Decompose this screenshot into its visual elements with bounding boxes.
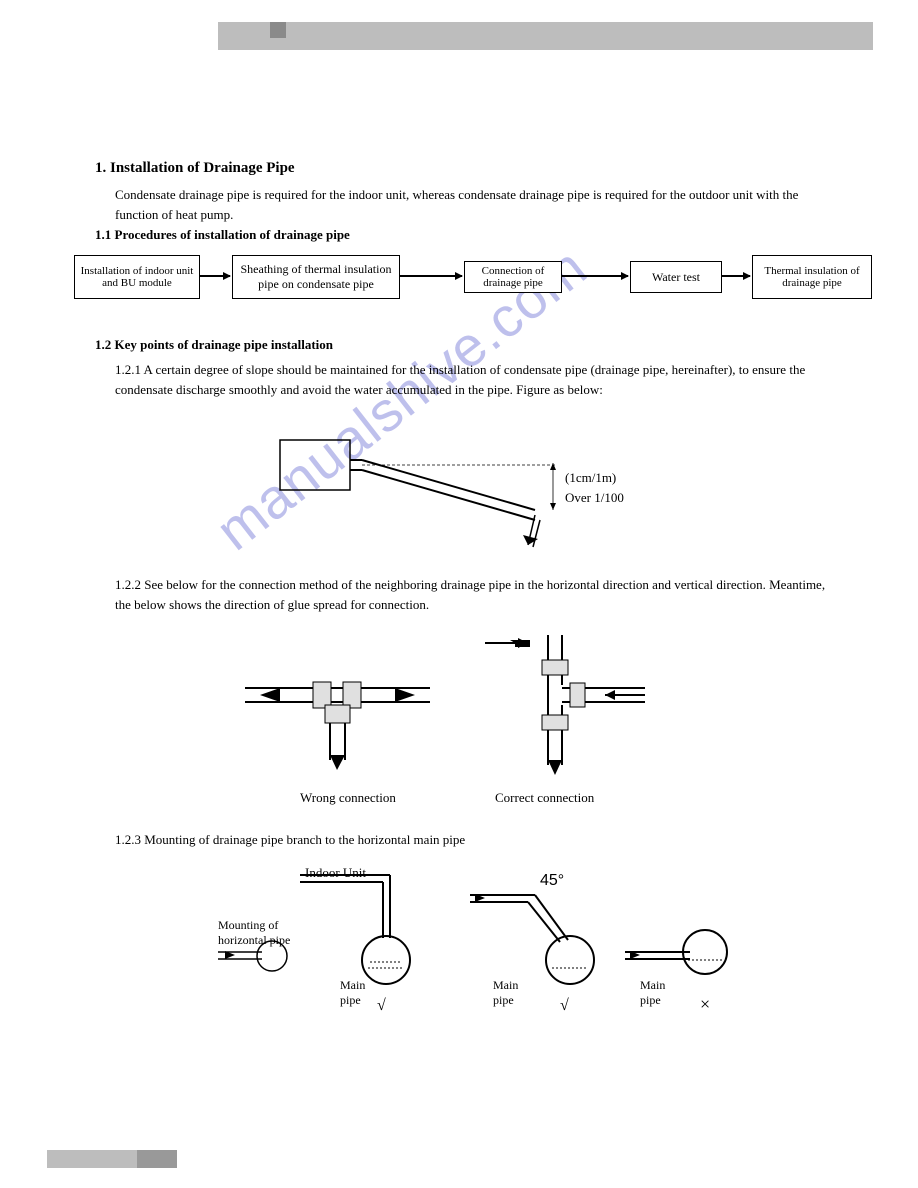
arrow-icon [722, 275, 750, 277]
indoor-label: Indoor Unit [305, 865, 366, 881]
fig1-label2: Over 1/100 [565, 490, 624, 506]
section-1-num: 1. Installation of Drainage Pipe [95, 160, 295, 177]
svg-text:√: √ [560, 997, 569, 1014]
section-1-text: Condensate drainage pipe is required for… [115, 185, 815, 224]
flow-box-3: Connection of drainage pipe [464, 261, 562, 293]
section-12: 1.2 Key points of drainage pipe installa… [95, 335, 795, 355]
slope-diagram [270, 435, 600, 555]
header-decor [270, 22, 286, 38]
header-bar [218, 22, 873, 50]
svg-text:×: × [700, 994, 710, 1014]
arrow-icon [400, 275, 462, 277]
wrong-connection-diagram [235, 640, 455, 790]
section-121: 1.2.1 A certain degree of slope should b… [115, 360, 815, 399]
arrow-icon [562, 275, 628, 277]
fig1-label1: (1cm/1m) [565, 470, 616, 486]
section-123: 1.2.3 Mounting of drainage pipe branch t… [115, 830, 815, 850]
flow-box-2: Sheathing of thermal insulation pipe on … [232, 255, 400, 299]
flowchart: Installation of indoor unit and BU modul… [0, 255, 918, 315]
mounting-label: Mounting of horizontal pipe [218, 918, 308, 948]
correct-caption: Correct connection [495, 790, 594, 806]
main-label-2: Main pipe [493, 978, 533, 1008]
flow-box-4: Water test [630, 261, 722, 293]
section-11: 1.1 Procedures of installation of draina… [95, 225, 795, 245]
flow-box-1: Installation of indoor unit and BU modul… [74, 255, 200, 299]
svg-text:45°: 45° [540, 872, 564, 889]
wrong-caption: Wrong connection [300, 790, 396, 806]
correct-connection-diagram [470, 625, 670, 795]
main-label-1: Main pipe [340, 978, 380, 1008]
header-decor [235, 30, 247, 42]
arrow-icon [200, 275, 230, 277]
flow-box-5: Thermal insulation of drainage pipe [752, 255, 872, 299]
footer-bar [47, 1150, 177, 1168]
section-122: 1.2.2 See below for the connection metho… [115, 575, 835, 614]
main-label-3: Main pipe [640, 978, 680, 1008]
